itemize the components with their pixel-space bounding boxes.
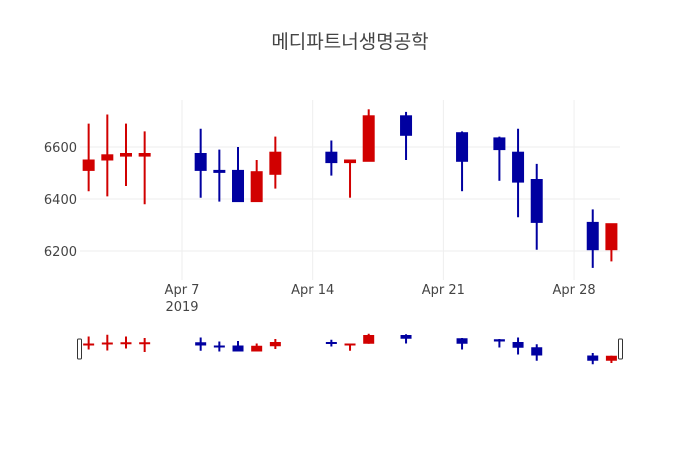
candle[interactable] — [119, 123, 132, 186]
slider-candle — [456, 338, 468, 350]
x-axis: Apr 7 2019 Apr 14 Apr 21 Apr 28 — [165, 283, 596, 315]
candle[interactable] — [101, 114, 114, 197]
x-tick-sublabel: 2019 — [165, 300, 198, 315]
range-slider-right-handle[interactable] — [618, 338, 623, 360]
chart-title: 메디파트너생명공학 — [271, 31, 429, 53]
slider-candle — [213, 341, 225, 352]
candle[interactable] — [138, 131, 151, 205]
slider-candle — [251, 343, 263, 352]
slider-candle — [232, 341, 244, 352]
candle[interactable] — [82, 123, 95, 192]
range-slider[interactable] — [77, 333, 623, 365]
slider-candle — [269, 339, 281, 349]
candle[interactable] — [586, 209, 599, 268]
slider-candle — [195, 337, 207, 351]
range-slider-left-handle[interactable] — [77, 338, 82, 360]
slider-candle — [139, 338, 151, 352]
slider-candle — [531, 344, 543, 361]
y-tick-label: 6400 — [44, 193, 77, 208]
candle[interactable] — [512, 128, 525, 218]
slider-candle — [493, 339, 505, 348]
slider-candle — [344, 343, 356, 351]
candle[interactable] — [250, 160, 263, 203]
candles[interactable] — [82, 109, 618, 268]
gridlines — [80, 100, 620, 280]
slider-candle — [400, 334, 412, 344]
candle[interactable] — [400, 111, 413, 160]
x-tick-label: Apr 21 — [422, 283, 465, 298]
candle[interactable] — [605, 223, 618, 262]
x-tick-label: Apr 7 — [165, 283, 200, 298]
candle[interactable] — [530, 163, 543, 250]
x-tick-label: Apr 28 — [552, 283, 595, 298]
y-tick-label: 6600 — [44, 141, 77, 156]
y-tick-label: 6200 — [44, 245, 77, 260]
candle[interactable] — [456, 131, 469, 192]
candle[interactable] — [493, 136, 506, 181]
y-axis: 6200 6400 6600 — [44, 141, 77, 260]
candle[interactable] — [344, 159, 357, 198]
candle[interactable] — [232, 147, 245, 203]
candle[interactable] — [325, 140, 338, 176]
slider-candle — [512, 337, 524, 355]
slider-candle — [120, 336, 132, 349]
slider-candle — [325, 339, 337, 347]
candle[interactable] — [362, 109, 375, 162]
x-tick-label: Apr 14 — [291, 283, 334, 298]
slider-candle — [587, 353, 599, 365]
slider-candle — [605, 355, 617, 363]
candle[interactable] — [194, 128, 207, 198]
candle[interactable] — [269, 136, 282, 189]
candle[interactable] — [213, 149, 226, 202]
slider-candle — [101, 334, 113, 351]
slider-candle — [363, 333, 375, 344]
slider-candle — [83, 336, 95, 350]
